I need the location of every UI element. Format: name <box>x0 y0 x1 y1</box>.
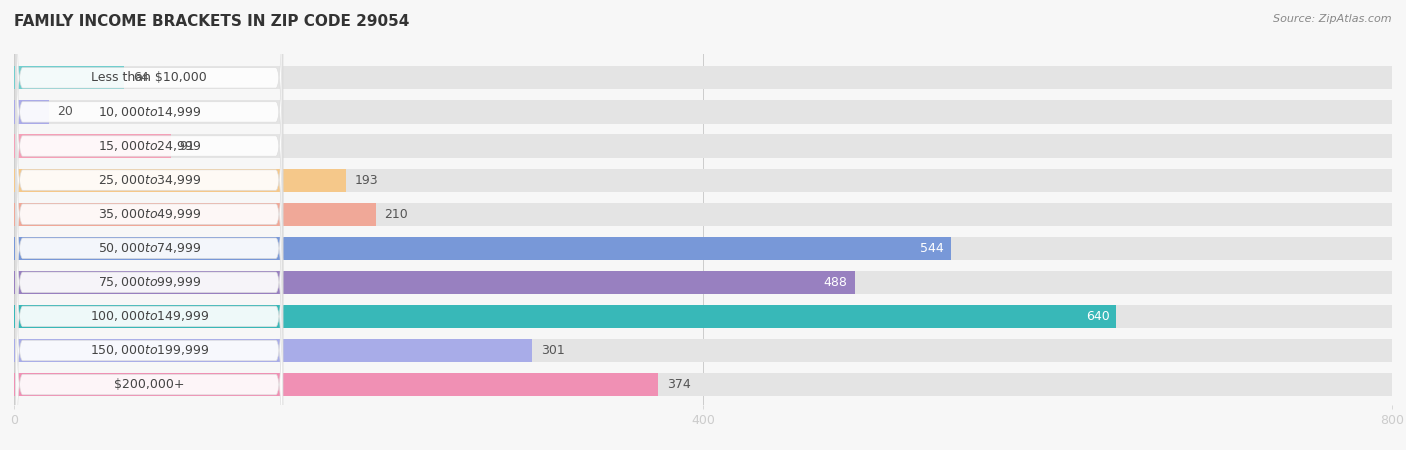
Bar <box>14 168 1392 192</box>
Bar <box>14 339 1392 362</box>
Text: $10,000 to $14,999: $10,000 to $14,999 <box>97 105 201 119</box>
FancyBboxPatch shape <box>15 225 283 450</box>
Text: $75,000 to $99,999: $75,000 to $99,999 <box>97 275 201 289</box>
FancyBboxPatch shape <box>15 20 283 272</box>
Bar <box>14 168 346 192</box>
FancyBboxPatch shape <box>15 54 283 306</box>
Bar <box>14 135 170 157</box>
Text: 640: 640 <box>1085 310 1109 323</box>
Bar <box>14 100 48 123</box>
Bar <box>14 100 1392 123</box>
Bar <box>14 202 1392 226</box>
Text: $100,000 to $149,999: $100,000 to $149,999 <box>90 310 209 324</box>
FancyBboxPatch shape <box>15 88 283 340</box>
Text: 91: 91 <box>180 140 195 153</box>
FancyBboxPatch shape <box>15 0 283 238</box>
FancyBboxPatch shape <box>15 190 283 442</box>
Text: Source: ZipAtlas.com: Source: ZipAtlas.com <box>1274 14 1392 23</box>
Text: $35,000 to $49,999: $35,000 to $49,999 <box>97 207 201 221</box>
Text: 64: 64 <box>134 72 149 84</box>
Text: $25,000 to $34,999: $25,000 to $34,999 <box>97 173 201 187</box>
Bar <box>14 373 658 396</box>
FancyBboxPatch shape <box>15 156 283 409</box>
Bar <box>14 305 1392 328</box>
Text: 488: 488 <box>824 276 848 289</box>
Bar <box>14 271 1392 294</box>
Bar <box>14 237 1392 260</box>
Bar <box>14 202 375 226</box>
Bar <box>14 135 1392 157</box>
Text: 544: 544 <box>921 242 945 255</box>
Bar <box>14 305 1116 328</box>
Text: $15,000 to $24,999: $15,000 to $24,999 <box>97 139 201 153</box>
Bar <box>14 237 950 260</box>
Text: $150,000 to $199,999: $150,000 to $199,999 <box>90 343 209 357</box>
Text: 210: 210 <box>384 207 408 220</box>
Text: $50,000 to $74,999: $50,000 to $74,999 <box>97 241 201 255</box>
FancyBboxPatch shape <box>15 0 283 204</box>
Bar <box>14 339 533 362</box>
Text: 193: 193 <box>356 174 378 187</box>
Text: 374: 374 <box>666 378 690 391</box>
Text: FAMILY INCOME BRACKETS IN ZIP CODE 29054: FAMILY INCOME BRACKETS IN ZIP CODE 29054 <box>14 14 409 28</box>
Text: 20: 20 <box>58 105 73 118</box>
Bar <box>14 66 1392 90</box>
Text: Less than $10,000: Less than $10,000 <box>91 72 207 84</box>
FancyBboxPatch shape <box>15 258 283 450</box>
Bar <box>14 271 855 294</box>
Bar <box>14 66 124 90</box>
Text: $200,000+: $200,000+ <box>114 378 184 391</box>
Text: 301: 301 <box>541 344 565 357</box>
Bar <box>14 373 1392 396</box>
FancyBboxPatch shape <box>15 122 283 374</box>
